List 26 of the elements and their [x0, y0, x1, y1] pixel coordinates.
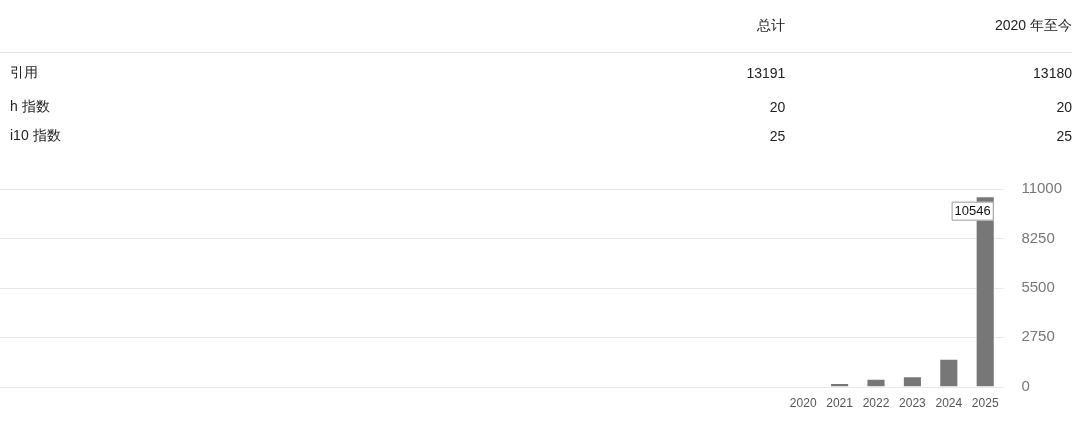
x-tick-label: 2020 [789, 396, 817, 411]
text: 20 [769, 99, 786, 115]
category-label: 2020 年至今 [785, 0, 1072, 53]
text: 13191 [746, 64, 786, 81]
category-label: i10 指数 [10, 127, 61, 143]
data-label: 10546 [954, 202, 991, 218]
x-tick-label: 2025 [971, 396, 999, 411]
y-tick-label: 0 [1021, 376, 1030, 394]
x-tick-label: 2024 [935, 396, 963, 411]
x-tick-label: 2022 [862, 396, 890, 411]
text: 25 [1056, 128, 1072, 144]
y-tick-label: 2750 [1021, 327, 1055, 345]
text: 13180 [1033, 64, 1072, 81]
category-label: 总计 [225, 0, 786, 53]
category-label: 引用 [10, 63, 38, 80]
bar [903, 377, 921, 387]
y-tick-label: 8250 [1021, 228, 1055, 246]
text: 25 [769, 128, 786, 144]
x-tick-label: 2021 [826, 396, 854, 411]
category-label: h 指数 [10, 98, 50, 114]
y-tick-label: 11000 [1021, 179, 1063, 197]
bar [940, 359, 958, 387]
x-tick-label: 2023 [899, 396, 927, 411]
text: 20 [1056, 99, 1072, 115]
bar [867, 379, 885, 387]
y-tick-label: 5500 [1021, 277, 1055, 295]
